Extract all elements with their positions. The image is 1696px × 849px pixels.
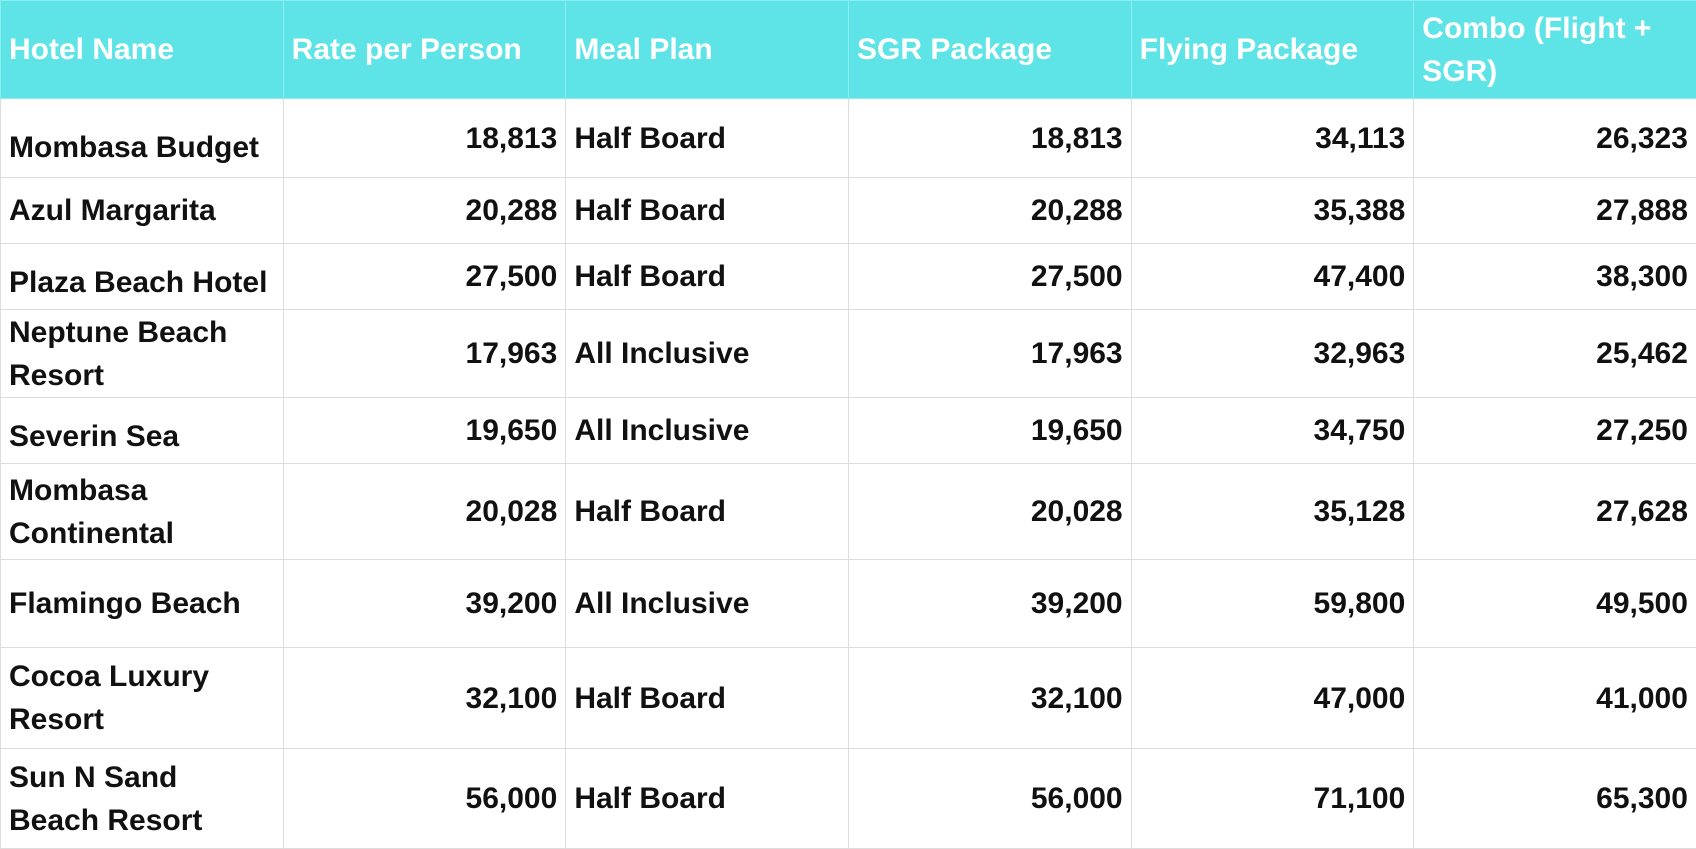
flying-package-cell[interactable]: 32,963: [1131, 310, 1414, 398]
table-row: Cocoa Luxury Resort 32,100 Half Board 32…: [1, 648, 1696, 749]
hotel-name-cell[interactable]: Mombasa Budget Beach: [1, 99, 284, 178]
meal-plan-cell[interactable]: Half Board: [566, 178, 849, 244]
sgr-package-cell[interactable]: 27,500: [848, 244, 1131, 310]
combo-cell[interactable]: 26,323: [1414, 99, 1696, 178]
flying-package-cell[interactable]: 35,128: [1131, 464, 1414, 560]
combo-cell[interactable]: 27,250: [1414, 398, 1696, 464]
hotel-name-cell[interactable]: Neptune Beach Resort: [1, 310, 284, 398]
combo-cell[interactable]: 25,462: [1414, 310, 1696, 398]
hotel-name-cell[interactable]: Severin Sea Lodge: [1, 398, 284, 464]
sgr-package-cell[interactable]: 56,000: [848, 749, 1131, 849]
hotel-name-cell[interactable]: Cocoa Luxury Resort: [1, 648, 284, 749]
meal-plan-cell[interactable]: Half Board: [566, 464, 849, 560]
combo-cell[interactable]: 38,300: [1414, 244, 1696, 310]
meal-plan-cell[interactable]: All Inclusive: [566, 398, 849, 464]
flying-package-cell[interactable]: 34,113: [1131, 99, 1414, 178]
sgr-package-cell[interactable]: 20,028: [848, 464, 1131, 560]
hotel-name-cell[interactable]: Mombasa Continental: [1, 464, 284, 560]
header-hotel-name[interactable]: Hotel Name: [1, 1, 284, 99]
hotel-name-cell[interactable]: Sun N Sand Beach Resort: [1, 749, 284, 849]
table-row: Severin Sea Lodge 19,650 All Inclusive 1…: [1, 398, 1696, 464]
header-combo[interactable]: Combo (Flight + SGR): [1414, 1, 1696, 99]
flying-package-cell[interactable]: 47,400: [1131, 244, 1414, 310]
rate-cell[interactable]: 32,100: [283, 648, 566, 749]
hotel-name-cell[interactable]: Azul Margarita: [1, 178, 284, 244]
header-meal-plan[interactable]: Meal Plan: [566, 1, 849, 99]
combo-cell[interactable]: 27,628: [1414, 464, 1696, 560]
rate-cell[interactable]: 39,200: [283, 560, 566, 648]
sgr-package-cell[interactable]: 18,813: [848, 99, 1131, 178]
rate-cell[interactable]: 27,500: [283, 244, 566, 310]
meal-plan-cell[interactable]: Half Board: [566, 749, 849, 849]
table-row: Azul Margarita 20,288 Half Board 20,288 …: [1, 178, 1696, 244]
table-row: Mombasa Budget Beach 18,813 Half Board 1…: [1, 99, 1696, 178]
flying-package-cell[interactable]: 34,750: [1131, 398, 1414, 464]
rate-cell[interactable]: 56,000: [283, 749, 566, 849]
combo-cell[interactable]: 49,500: [1414, 560, 1696, 648]
rate-cell[interactable]: 20,288: [283, 178, 566, 244]
combo-cell[interactable]: 65,300: [1414, 749, 1696, 849]
meal-plan-cell[interactable]: Half Board: [566, 648, 849, 749]
rate-cell[interactable]: 18,813: [283, 99, 566, 178]
header-rate-per-person[interactable]: Rate per Person: [283, 1, 566, 99]
flying-package-cell[interactable]: 35,388: [1131, 178, 1414, 244]
sgr-package-cell[interactable]: 17,963: [848, 310, 1131, 398]
sgr-package-cell[interactable]: 20,288: [848, 178, 1131, 244]
header-row: Hotel Name Rate per Person Meal Plan SGR…: [1, 1, 1696, 99]
meal-plan-cell[interactable]: Half Board: [566, 99, 849, 178]
combo-cell[interactable]: 41,000: [1414, 648, 1696, 749]
hotel-name-cell[interactable]: Flamingo Beach: [1, 560, 284, 648]
meal-plan-cell[interactable]: Half Board: [566, 244, 849, 310]
table-row: Neptune Beach Resort 17,963 All Inclusiv…: [1, 310, 1696, 398]
flying-package-cell[interactable]: 71,100: [1131, 749, 1414, 849]
table-row: Plaza Beach Hotel 27,500 Half Board 27,5…: [1, 244, 1696, 310]
table-row: Flamingo Beach 39,200 All Inclusive 39,2…: [1, 560, 1696, 648]
sgr-package-cell[interactable]: 19,650: [848, 398, 1131, 464]
sgr-package-cell[interactable]: 32,100: [848, 648, 1131, 749]
table-row: Sun N Sand Beach Resort 56,000 Half Boar…: [1, 749, 1696, 849]
hotel-name-cell[interactable]: Plaza Beach Hotel: [1, 244, 284, 310]
rate-cell[interactable]: 20,028: [283, 464, 566, 560]
header-sgr-package[interactable]: SGR Package: [848, 1, 1131, 99]
rate-cell[interactable]: 19,650: [283, 398, 566, 464]
meal-plan-cell[interactable]: All Inclusive: [566, 310, 849, 398]
flying-package-cell[interactable]: 59,800: [1131, 560, 1414, 648]
table-row: Mombasa Continental 20,028 Half Board 20…: [1, 464, 1696, 560]
meal-plan-cell[interactable]: All Inclusive: [566, 560, 849, 648]
combo-cell[interactable]: 27,888: [1414, 178, 1696, 244]
rate-cell[interactable]: 17,963: [283, 310, 566, 398]
flying-package-cell[interactable]: 47,000: [1131, 648, 1414, 749]
sgr-package-cell[interactable]: 39,200: [848, 560, 1131, 648]
header-flying-package[interactable]: Flying Package: [1131, 1, 1414, 99]
